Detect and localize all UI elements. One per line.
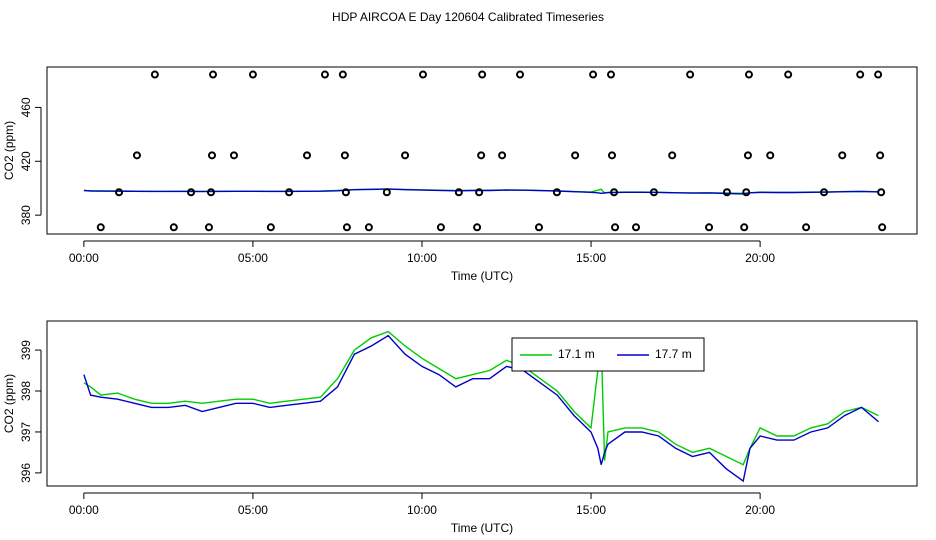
- x-axis-label: Time (UTC): [451, 521, 513, 535]
- point: [856, 70, 865, 79]
- point: [610, 188, 619, 197]
- point: [744, 70, 753, 79]
- x-tick-label: 20:00: [745, 503, 775, 517]
- point: [876, 151, 885, 160]
- point: [802, 223, 811, 232]
- point: [187, 188, 196, 197]
- point: [498, 151, 507, 160]
- point: [382, 188, 391, 197]
- point: [208, 151, 217, 160]
- chart-title: HDP AIRCOA E Day 120604 Calibrated Times…: [332, 10, 604, 24]
- point: [340, 151, 349, 160]
- series-line: [83, 330, 879, 466]
- point: [632, 223, 641, 232]
- point: [206, 188, 215, 197]
- point: [338, 70, 347, 79]
- x-axis-label: Time (UTC): [451, 269, 513, 283]
- point: [341, 188, 350, 197]
- point: [608, 151, 617, 160]
- point: [877, 188, 886, 197]
- point: [668, 151, 677, 160]
- point: [722, 188, 731, 197]
- point: [838, 151, 847, 160]
- x-tick-label: 00:00: [69, 503, 99, 517]
- x-tick-label: 05:00: [238, 251, 268, 265]
- point: [477, 151, 486, 160]
- point: [132, 151, 141, 160]
- point: [204, 223, 213, 232]
- y-tick-label: 420: [19, 151, 33, 171]
- point: [115, 188, 124, 197]
- point: [686, 70, 695, 79]
- legend-label: 17.7 m: [655, 347, 692, 361]
- point: [743, 151, 752, 160]
- point: [303, 151, 312, 160]
- point: [209, 70, 218, 79]
- series-line: [83, 334, 879, 483]
- y-axis-label: CO2 (ppm): [2, 374, 16, 433]
- y-tick-label: 397: [19, 422, 33, 442]
- point: [742, 188, 751, 197]
- point: [150, 70, 159, 79]
- point: [454, 188, 463, 197]
- point: [401, 151, 410, 160]
- point: [96, 223, 105, 232]
- point: [820, 188, 829, 197]
- x-tick-label: 10:00: [407, 251, 437, 265]
- x-tick-label: 15:00: [576, 251, 606, 265]
- point: [571, 151, 580, 160]
- point: [320, 70, 329, 79]
- point: [285, 188, 294, 197]
- point: [649, 188, 658, 197]
- x-tick-label: 10:00: [407, 503, 437, 517]
- point: [740, 223, 749, 232]
- point: [418, 70, 427, 79]
- point: [436, 223, 445, 232]
- x-tick-label: 00:00: [69, 251, 99, 265]
- legend-label: 17.1 m: [558, 347, 595, 361]
- x-tick-label: 05:00: [238, 503, 268, 517]
- point: [766, 151, 775, 160]
- point: [516, 70, 525, 79]
- point: [229, 151, 238, 160]
- point: [611, 223, 620, 232]
- point: [169, 223, 178, 232]
- point: [478, 70, 487, 79]
- point: [878, 223, 887, 232]
- point: [473, 223, 482, 232]
- point: [705, 223, 714, 232]
- y-tick-label: 399: [19, 340, 33, 360]
- x-tick-label: 20:00: [745, 251, 775, 265]
- y-tick-label: 460: [19, 97, 33, 117]
- point: [606, 70, 615, 79]
- point: [552, 188, 561, 197]
- y-tick-label: 398: [19, 381, 33, 401]
- plot-box: [46, 66, 918, 235]
- point: [784, 70, 793, 79]
- point: [248, 70, 257, 79]
- point: [266, 223, 275, 232]
- point: [475, 188, 484, 197]
- point: [874, 70, 883, 79]
- y-tick-label: 380: [19, 205, 33, 225]
- y-tick-label: 396: [19, 463, 33, 483]
- point: [534, 223, 543, 232]
- x-tick-label: 15:00: [576, 503, 606, 517]
- point: [364, 223, 373, 232]
- point: [342, 223, 351, 232]
- point: [589, 70, 598, 79]
- plot-box: [46, 320, 918, 487]
- y-axis-label: CO2 (ppm): [2, 121, 16, 180]
